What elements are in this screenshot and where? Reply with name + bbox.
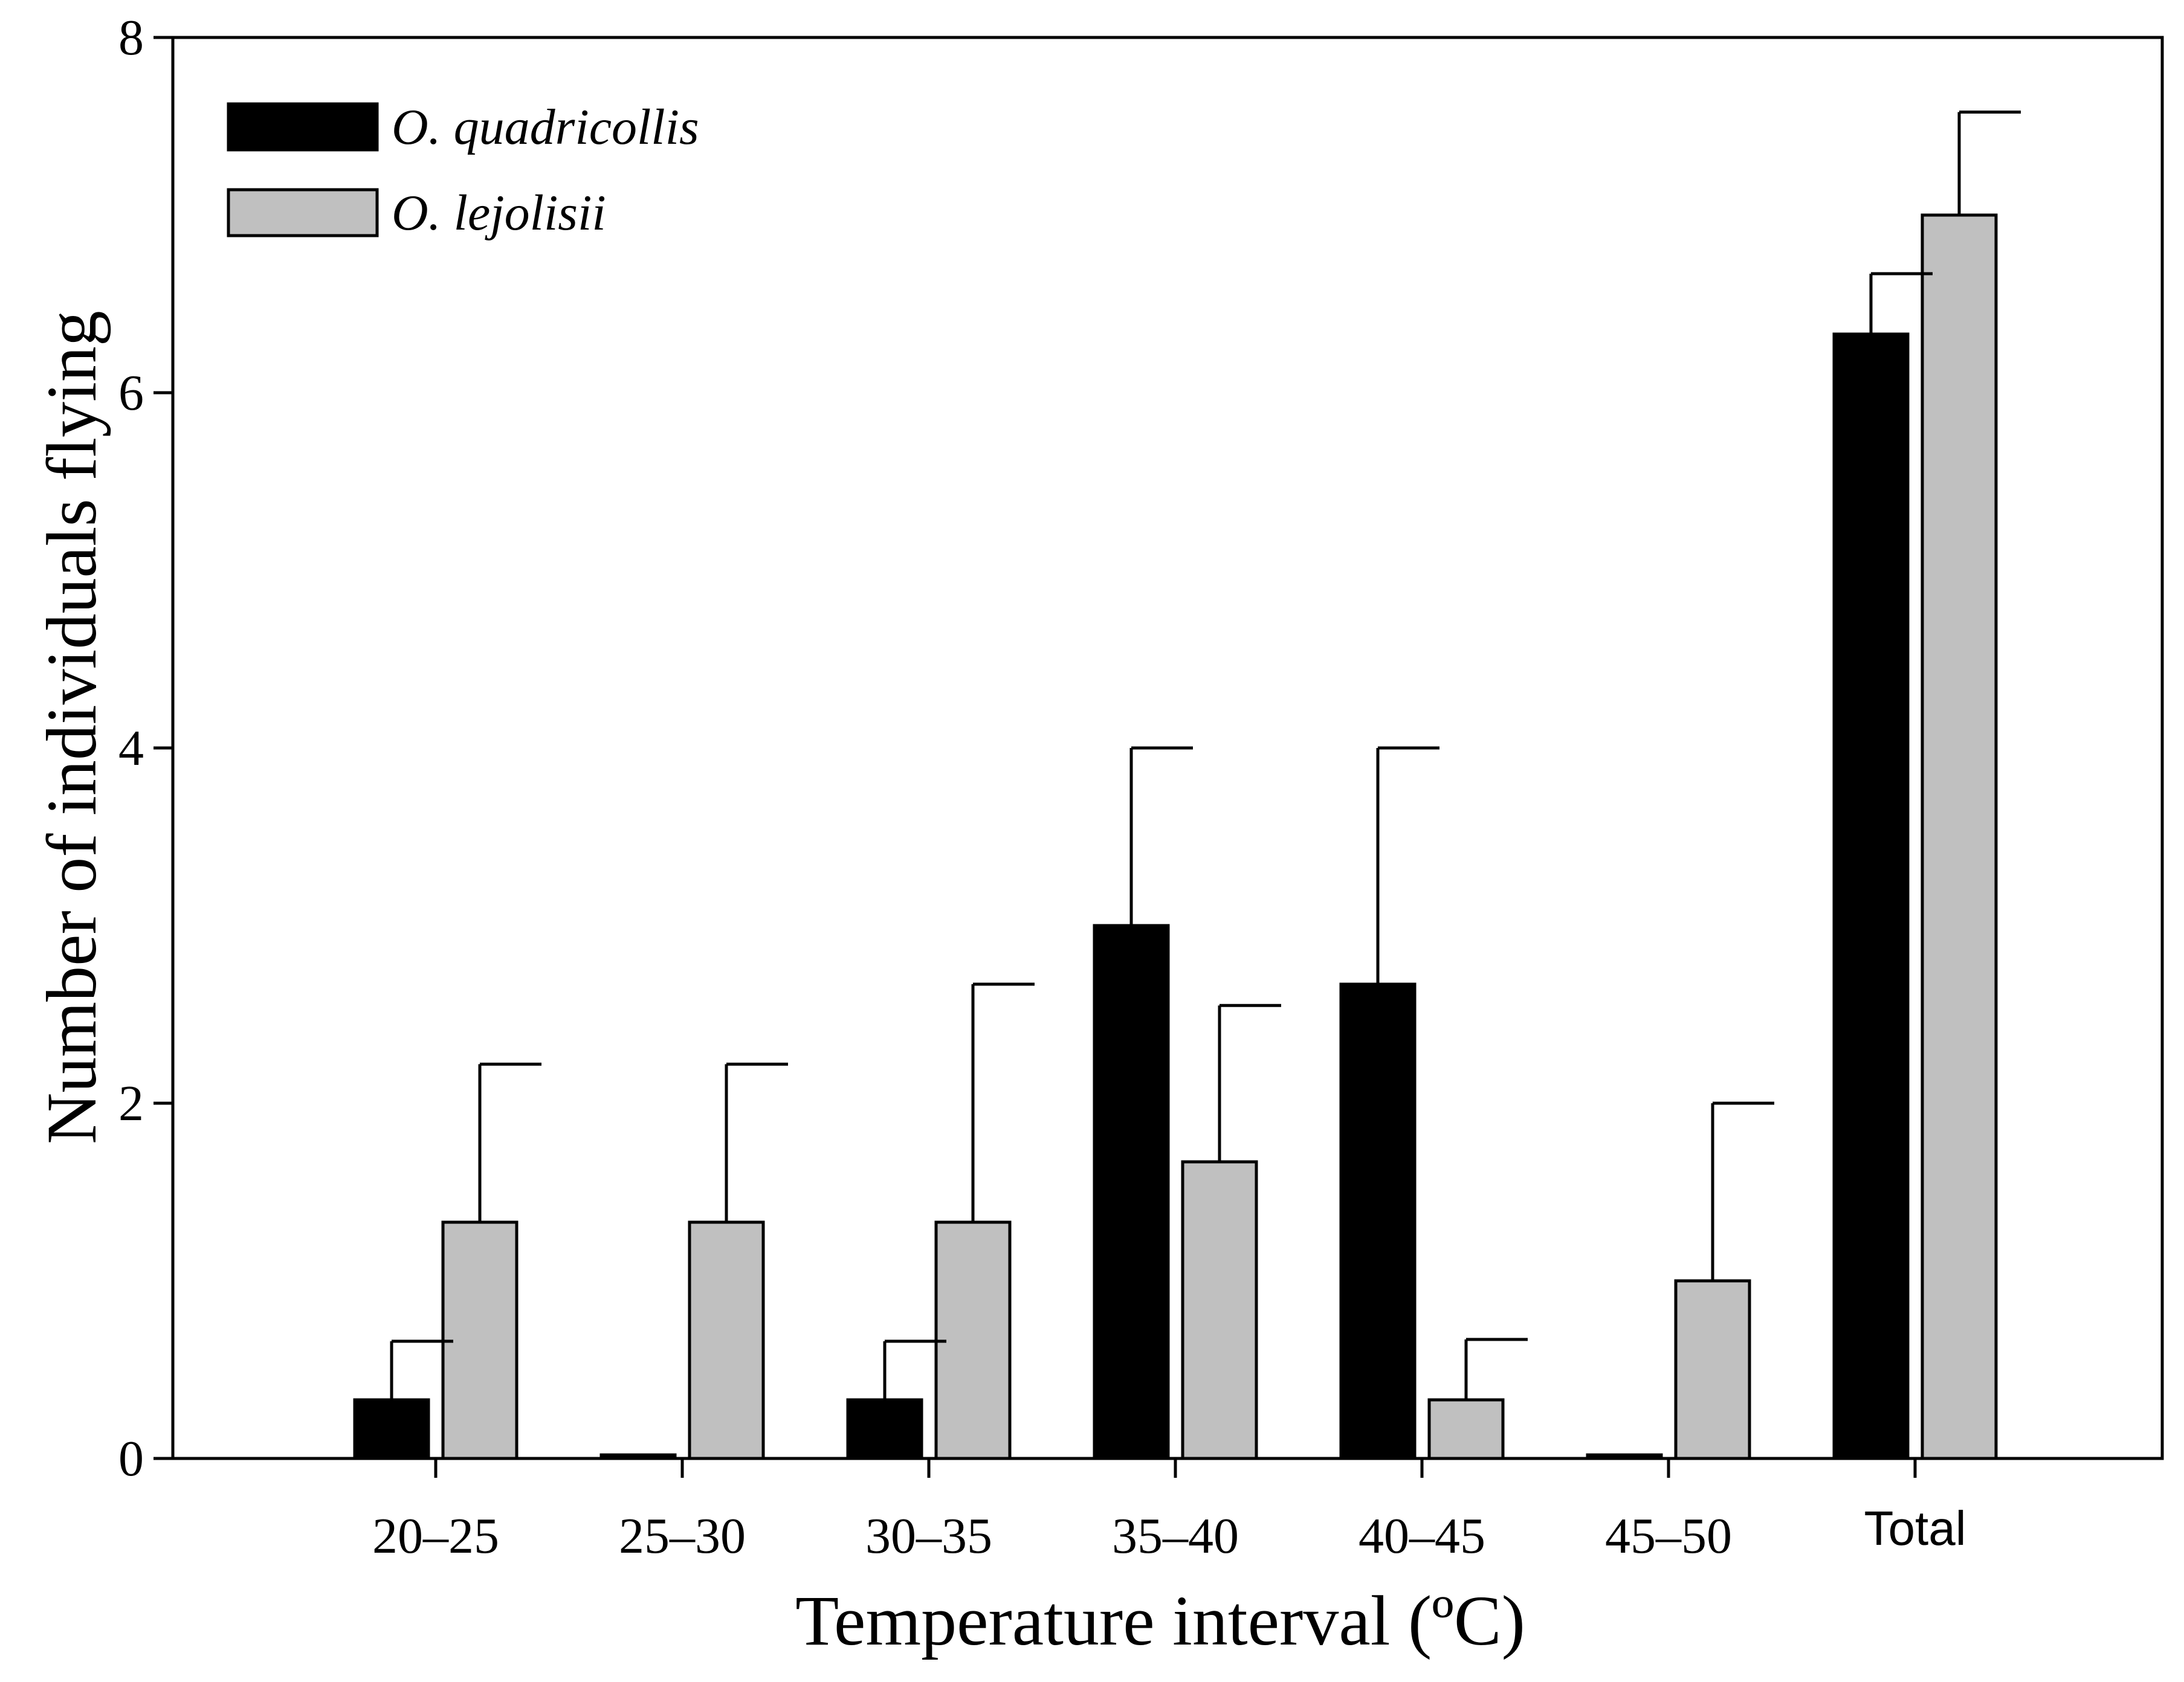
x-tick-label-25-30: 25–30 bbox=[619, 1508, 746, 1564]
bars-layer bbox=[353, 213, 1998, 1460]
bar-o-quadricollis-35-40 bbox=[1093, 924, 1170, 1460]
y-tick-label: 8 bbox=[118, 10, 144, 66]
bar-o-lejolisii-35-40 bbox=[1181, 1160, 1258, 1460]
bar-o-lejolisii-total bbox=[1921, 213, 1998, 1460]
y-axis-title: Number of individuals flying bbox=[32, 311, 111, 1144]
legend-swatch-o-quadricollis bbox=[227, 102, 379, 152]
y-tick-label: 6 bbox=[118, 365, 144, 421]
x-tick-label-30-35: 30–35 bbox=[865, 1508, 992, 1564]
y-tick-label: 2 bbox=[118, 1075, 144, 1132]
y-tick-label: 0 bbox=[118, 1431, 144, 1487]
bar-o-lejolisii-25-30 bbox=[688, 1220, 765, 1460]
x-axis-title: Temperature interval (ºC) bbox=[795, 1581, 1525, 1660]
y-tick-label: 4 bbox=[118, 720, 144, 776]
x-tick-label-35-40: 35–40 bbox=[1112, 1508, 1239, 1564]
bar-o-quadricollis-20-25 bbox=[353, 1398, 430, 1460]
legend-label-o-lejolisii: O. lejolisii bbox=[392, 185, 606, 241]
bar-o-quadricollis-40-45 bbox=[1339, 982, 1417, 1460]
x-axis: 20–25 25–30 30–35 35–40 40–45 45–50 Total bbox=[372, 1458, 1966, 1564]
legend-swatch-o-lejolisii bbox=[227, 188, 379, 237]
x-tick-label-45-50: 45–50 bbox=[1605, 1508, 1732, 1564]
bar-o-lejolisii-30-35 bbox=[934, 1220, 1012, 1460]
error-bars-layer bbox=[390, 110, 2021, 1400]
legend: O. quadricollis O. lejolisii bbox=[227, 99, 699, 241]
x-tick-label-40-45: 40–45 bbox=[1359, 1508, 1485, 1564]
bar-o-quadricollis-30-35 bbox=[846, 1398, 923, 1460]
bar-o-lejolisii-40-45 bbox=[1427, 1398, 1505, 1460]
bar-o-quadricollis-total bbox=[1832, 332, 1910, 1460]
legend-label-o-quadricollis: O. quadricollis bbox=[392, 99, 699, 155]
y-axis: 0 2 4 6 8 bbox=[118, 10, 173, 1487]
bar-o-lejolisii-45-50 bbox=[1674, 1279, 1751, 1460]
x-tick-label-total: Total bbox=[1864, 1501, 1966, 1555]
bar-o-lejolisii-20-25 bbox=[441, 1220, 519, 1460]
x-tick-label-20-25: 20–25 bbox=[372, 1508, 499, 1564]
